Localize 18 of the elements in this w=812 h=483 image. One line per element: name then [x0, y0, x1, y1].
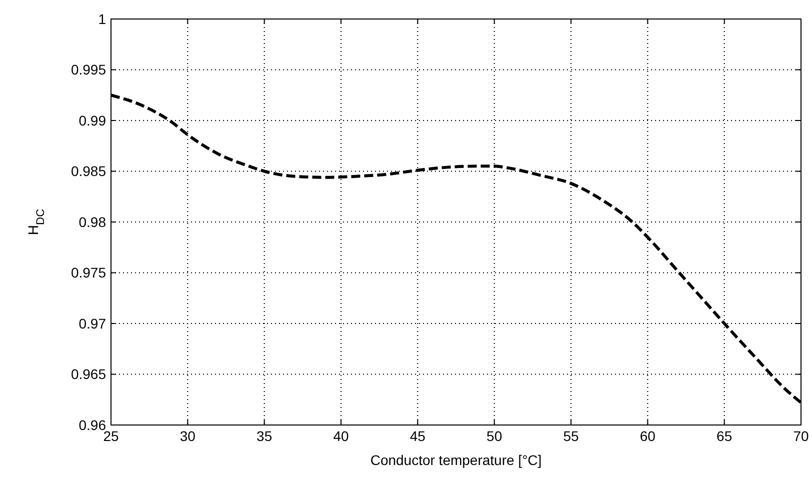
x-tick-label: 45 [410, 428, 426, 444]
y-tick-label: 0.995 [70, 62, 106, 78]
x-tick-label: 55 [563, 428, 579, 444]
y-tick-label: 1 [98, 10, 106, 27]
y-tick-label: 0.965 [70, 366, 106, 382]
x-tick-label: 65 [716, 428, 732, 444]
x-tick-label: 30 [180, 428, 196, 444]
y-tick-label: 0.975 [70, 264, 106, 281]
x-tick-label: 60 [640, 428, 656, 444]
x-tick-label: 50 [486, 428, 502, 444]
x-tick-label: 40 [333, 428, 349, 444]
x-tick-label: 35 [256, 428, 272, 444]
x-tick-label: 70 [793, 428, 809, 444]
y-tick-label: 0.985 [70, 163, 106, 180]
x-axis-title: Conductor temperature [°C] [370, 452, 542, 468]
y-tick-label: 0.99 [78, 112, 106, 128]
y-tick-label: 0.97 [78, 315, 106, 332]
y-tick-label: 0.98 [78, 214, 106, 230]
